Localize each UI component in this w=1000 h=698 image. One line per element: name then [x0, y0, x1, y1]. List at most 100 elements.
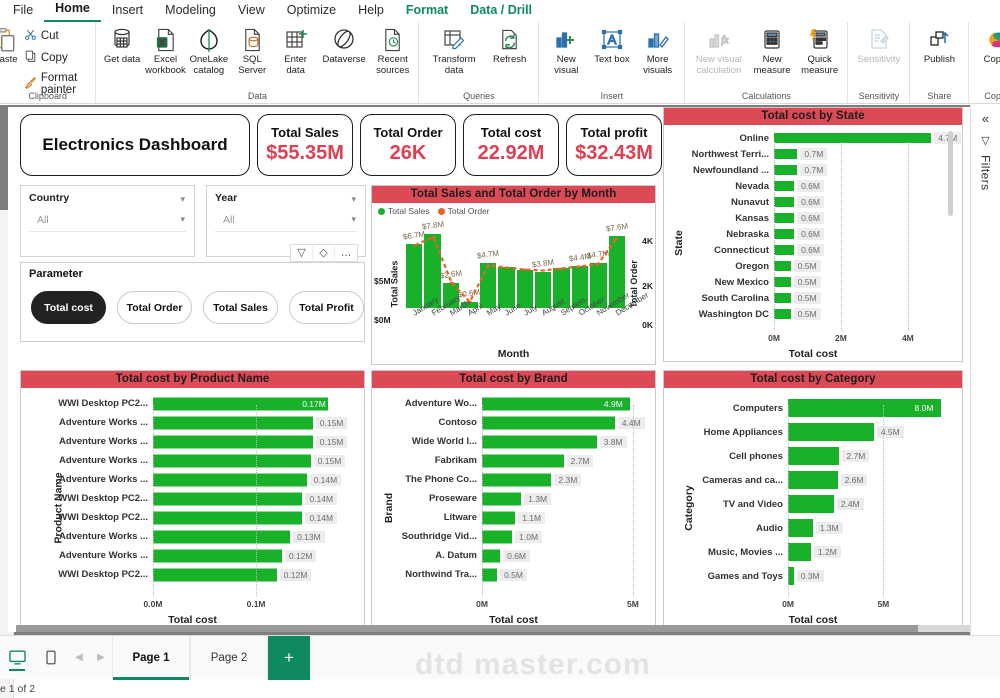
page-tab-page-2[interactable]: Page 2 — [190, 635, 268, 680]
bar[interactable] — [153, 435, 313, 448]
country-slicer[interactable]: Country ▾ All ▾ — [20, 185, 195, 257]
bar-row[interactable]: WWI Desktop PC2... 0.12M — [35, 565, 354, 584]
bar-row[interactable]: New Mexico 0.5M — [678, 274, 948, 290]
ribbon-tab-help[interactable]: Help — [358, 3, 384, 17]
next-page-arrow[interactable]: ▶ — [97, 652, 105, 663]
total-cost-by-category-chart[interactable]: Total cost by Category Category Computer… — [663, 370, 963, 628]
bar[interactable] — [774, 245, 795, 255]
total-cost-by-state-chart[interactable]: Total cost by State State Online4.7MNort… — [663, 107, 963, 362]
ribbon-tab-file[interactable]: File — [13, 3, 34, 17]
bar-row[interactable]: Adventure Works ... 0.15M — [35, 413, 354, 432]
bar[interactable] — [153, 530, 291, 543]
bar[interactable] — [774, 181, 795, 191]
bar-row[interactable]: Wide World I... 3.8M — [386, 432, 645, 451]
bar[interactable] — [153, 473, 307, 486]
copilot-button[interactable]: Copilot — [973, 24, 1000, 66]
bar-row[interactable]: Nunavut 0.6M — [678, 194, 948, 210]
parameter-button-total-cost[interactable]: Total cost — [31, 291, 106, 324]
bar[interactable] — [482, 473, 552, 486]
legend-item-total-sales[interactable]: Total Sales — [378, 206, 430, 216]
enter-data-button[interactable]: Enter data — [274, 24, 317, 76]
bar-row[interactable]: Adventure Works ... 0.14M — [35, 470, 354, 489]
filters-pane-collapsed[interactable]: « ▽ Filters — [970, 105, 1000, 635]
bar[interactable] — [153, 549, 282, 562]
ribbon-tab-modeling[interactable]: Modeling — [165, 3, 216, 17]
monthly-combo-chart[interactable]: Total Sales and Total Order by Month Tot… — [371, 185, 656, 365]
chevron-down-icon[interactable]: ▾ — [180, 194, 185, 204]
bar[interactable] — [774, 229, 795, 239]
bar[interactable] — [788, 471, 838, 489]
text-box-button[interactable]: A Text box — [589, 24, 635, 66]
bar[interactable] — [774, 133, 932, 143]
new-visual-button[interactable]: New visual — [543, 24, 589, 76]
add-page-button[interactable]: + — [268, 635, 310, 680]
bar[interactable] — [482, 549, 501, 562]
chevron-down-icon[interactable]: ▾ — [351, 214, 356, 224]
get-data-button[interactable]: Get data — [100, 24, 143, 66]
dataverse-button[interactable]: Dataverse — [317, 24, 371, 66]
sql-server-button[interactable]: SQL Server — [231, 24, 274, 76]
canvas-horizontal-scrollbar[interactable] — [16, 625, 978, 632]
bar[interactable] — [774, 293, 791, 303]
bar-row[interactable]: Adventure Works ... 0.13M — [35, 527, 354, 546]
bar-row[interactable]: Southridge Vid... 1.0M — [386, 527, 645, 546]
bar-row[interactable]: Fabrikam 2.7M — [386, 451, 645, 470]
bar[interactable] — [482, 416, 615, 429]
eraser-icon[interactable]: ◇ — [313, 244, 335, 262]
ribbon-tab-data-drill[interactable]: Data / Drill — [470, 3, 533, 17]
kpi-card-total-cost[interactable]: Total cost 22.92M — [463, 114, 559, 176]
copy-button[interactable]: Copy — [21, 48, 92, 68]
recent-sources-button[interactable]: Recent sources — [371, 24, 414, 76]
bar[interactable] — [153, 568, 277, 581]
bar[interactable] — [482, 492, 522, 505]
bar[interactable] — [482, 435, 597, 448]
bar-row[interactable]: A. Datum 0.6M — [386, 546, 645, 565]
bar[interactable] — [788, 399, 941, 417]
bar-row[interactable]: Cell phones 2.7M — [678, 444, 952, 468]
bar[interactable] — [482, 530, 513, 543]
chevron-down-icon[interactable]: ▾ — [180, 214, 185, 224]
bar-row[interactable]: Home Appliances 4.5M — [678, 420, 952, 444]
bar-row[interactable]: Games and Toys 0.3M — [678, 564, 952, 588]
parameter-button-total-order[interactable]: Total Order — [117, 291, 192, 324]
column-bar[interactable] — [498, 267, 515, 308]
parameter-button-total-profit[interactable]: Total Profit — [289, 291, 364, 324]
bar[interactable] — [482, 397, 630, 410]
kpi-card-total-sales[interactable]: Total Sales $55.35M — [257, 114, 353, 176]
transform-data-button[interactable]: Transform data — [423, 24, 484, 76]
bar[interactable] — [153, 397, 329, 410]
bar-row[interactable]: Nevada 0.6M — [678, 178, 948, 194]
more-options-icon[interactable]: … — [340, 247, 352, 259]
prev-page-arrow[interactable]: ◀ — [75, 652, 83, 663]
bar-row[interactable]: Oregon 0.5M — [678, 258, 948, 274]
column-bar[interactable]: $4.7M — [476, 249, 500, 308]
bar[interactable] — [774, 309, 791, 319]
bar-row[interactable]: Proseware 1.3M — [386, 489, 645, 508]
bar-row[interactable]: WWI Desktop PC2... 0.14M — [35, 508, 354, 527]
bar-row[interactable]: Computers 8.0M — [678, 396, 952, 420]
bar-row[interactable]: Northwind Tra... 0.5M — [386, 565, 645, 584]
bar[interactable] — [774, 277, 791, 287]
bar[interactable] — [788, 567, 794, 585]
sensitivity-button[interactable]: Sensitivity — [852, 24, 905, 66]
cut-button[interactable]: Cut — [21, 26, 92, 46]
bar[interactable] — [774, 213, 795, 223]
bar-row[interactable]: Cameras and ca... 2.6M — [678, 468, 952, 492]
bar[interactable] — [482, 454, 564, 467]
new-visual-calculation-button[interactable]: fx New visual calculation — [689, 24, 748, 76]
bar[interactable] — [153, 454, 311, 467]
filter-icon[interactable]: ▽ — [291, 244, 313, 262]
bar-row[interactable]: Adventure Works ... 0.12M — [35, 546, 354, 565]
bar-row[interactable]: Audio 1.3M — [678, 516, 952, 540]
bar[interactable] — [153, 416, 313, 429]
column-bar[interactable]: $6.7M — [403, 230, 426, 308]
chart-scrollbar[interactable] — [948, 131, 953, 216]
bar[interactable] — [788, 447, 840, 465]
bar[interactable] — [788, 495, 834, 513]
bar-row[interactable]: Adventure Works ... 0.15M — [35, 451, 354, 470]
bar-row[interactable]: South Carolina 0.5M — [678, 290, 948, 306]
bar-row[interactable]: Washington DC 0.5M — [678, 306, 948, 322]
bar[interactable] — [774, 149, 798, 159]
chevron-down-icon[interactable]: ▾ — [351, 194, 356, 204]
bar-row[interactable]: Music, Movies ... 1.2M — [678, 540, 952, 564]
